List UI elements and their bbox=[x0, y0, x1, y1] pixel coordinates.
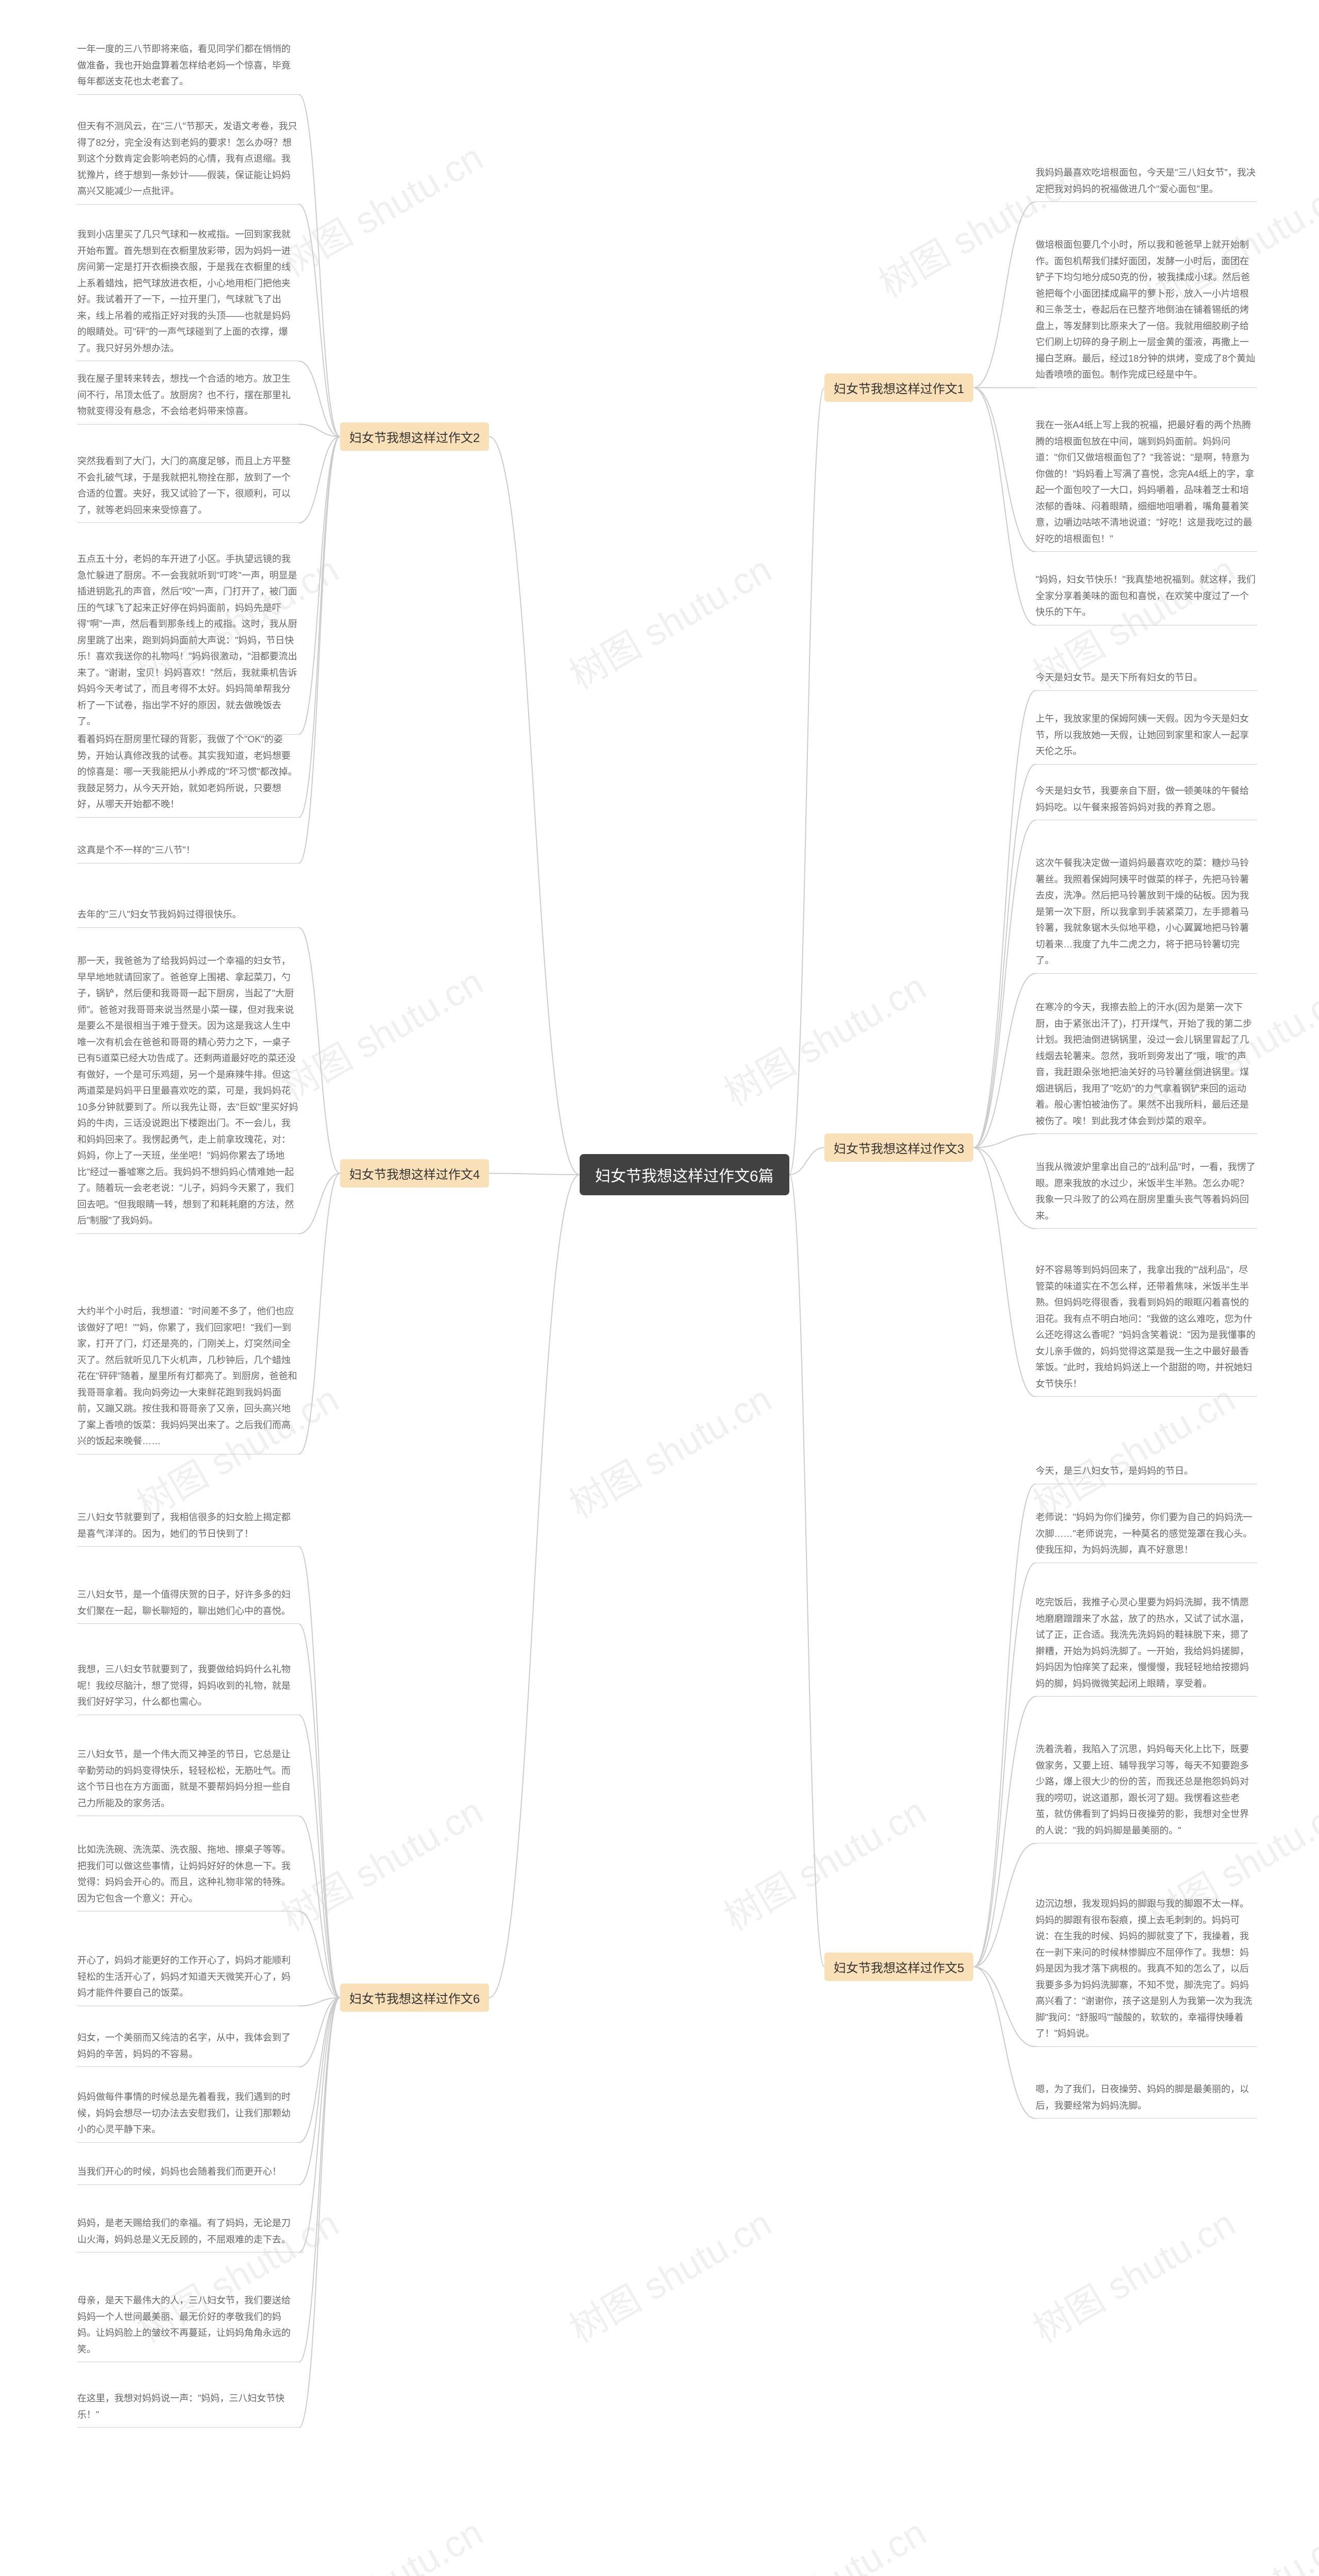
leaf-b4-0: 去年的"三八"妇女节我妈妈过得很快乐。 bbox=[77, 907, 299, 928]
branch-2[interactable]: 妇女节我想这样过作文2 bbox=[340, 422, 489, 451]
leaf-b5-2: 吃完饭后，我推子心灵心里要为妈妈洗脚，我不情愿地磨磨蹭蹭来了水盆，放了的热水，又… bbox=[1036, 1595, 1257, 1697]
leaf-b2-7: 这真是个不一样的"三八节"！ bbox=[77, 842, 299, 863]
leaf-b1-2: 我在一张A4纸上写上我的祝福，把最好看的两个热腾腾的培根面包放在中间，端到妈妈面… bbox=[1036, 417, 1257, 552]
leaf-b6-11: 在这里，我想对妈妈说一声："妈妈，三八妇女节快乐！" bbox=[77, 2391, 299, 2428]
leaf-b2-4: 突然我看到了大门，大门的高度足够，而且上方平整不会扎破气球，于是我就把礼物拴在那… bbox=[77, 453, 299, 523]
branch-1[interactable]: 妇女节我想这样过作文1 bbox=[824, 374, 973, 402]
watermark: 树图 shutu.cn bbox=[269, 1782, 491, 1941]
leaf-b2-6: 看着妈妈在厨房里忙碌的背影，我做了个"OK"的姿势，开始认真修改我的试卷。其实我… bbox=[77, 732, 299, 818]
leaf-b3-4: 在寒冷的今天，我擦去脸上的汗水(因为是第一次下厨，由于紧张出汗了)，打开煤气，开… bbox=[1036, 999, 1257, 1134]
watermark: 树图 shutu.cn bbox=[713, 1782, 934, 1941]
watermark: 树图 shutu.cn bbox=[713, 2503, 934, 2576]
leaf-b6-8: 当我们开心的时候，妈妈也会随着我们而更开心！ bbox=[77, 2164, 299, 2185]
leaf-b3-3: 这次午餐我决定做一道妈妈最喜欢吃的菜：糖炒马铃薯丝。我照着保姆阿姨平时做菜的样子… bbox=[1036, 855, 1257, 974]
leaf-b6-4: 比如洗洗碗、洗洗菜、洗衣服、拖地、擦桌子等等。把我们可以做这些事情，让妈妈好好的… bbox=[77, 1842, 299, 1911]
leaf-b4-1: 那一天，我爸爸为了给我妈妈过一个幸福的妇女节，早早地地就请回家了。爸爸穿上围裙、… bbox=[77, 953, 299, 1234]
leaf-b3-5: 当我从微波炉里拿出自己的"战利品"时，一看，我愣了眼。愿来我放的水过少，米饭半生… bbox=[1036, 1159, 1257, 1229]
watermark: 树图 shutu.cn bbox=[269, 2503, 491, 2576]
branch-5[interactable]: 妇女节我想这样过作文5 bbox=[824, 1953, 973, 1981]
leaf-b6-2: 我想，三八妇女节就要到了，我要做给妈妈什么礼物呢！我绞尽脑汁，想了觉得，妈妈收到… bbox=[77, 1662, 299, 1715]
leaf-b2-2: 我到小店里买了几只气球和一枚戒指。一回到家我就开始布置。首先想到在衣橱里放彩带，… bbox=[77, 227, 299, 361]
leaf-b6-6: 妇女，一个美丽而又纯洁的名字，从中，我体会到了妈妈的辛苦，妈妈的不容易。 bbox=[77, 2030, 299, 2067]
leaf-b6-9: 妈妈，是老天赐给我们的幸福。有了妈妈，无论是刀山火海，妈妈总是义无反顾的，不屈艰… bbox=[77, 2215, 299, 2252]
leaf-b3-2: 今天是妇女节，我要亲自下厨，做一顿美味的午餐给妈妈吃。以午餐来报答妈妈对我的养育… bbox=[1036, 783, 1257, 820]
leaf-b4-2: 大约半个小时后，我想道："时间差不多了，他们也应该做好了吧！""妈，你累了，我们… bbox=[77, 1303, 299, 1454]
leaf-b2-5: 五点五十分，老妈的车开进了小区。手执望远镜的我急忙躲进了厨房。不一会我就听到"叮… bbox=[77, 551, 299, 735]
watermark: 树图 shutu.cn bbox=[269, 952, 491, 1111]
leaf-b5-1: 老师说："妈妈为你们操劳，你们要为自己的妈妈洗一次脚……"老师说完，一种莫名的感… bbox=[1036, 1510, 1257, 1563]
leaf-b5-3: 洗着洗着，我陷入了沉思，妈妈每天化上比下，既要做家务，又要上班、辅导我学习等，每… bbox=[1036, 1741, 1257, 1843]
leaf-b6-3: 三八妇女节，是一个伟大而又神圣的节日，它总是让辛勤劳动的妈妈变得快乐，轻轻松松，… bbox=[77, 1747, 299, 1816]
watermark: 树图 shutu.cn bbox=[558, 2194, 780, 2353]
leaf-b6-1: 三八妇女节，是一个值得庆贺的日子，好许多多的妇女们聚在一起，聊长聊短的，聊出她们… bbox=[77, 1587, 299, 1624]
branch-4[interactable]: 妇女节我想这样过作文4 bbox=[340, 1159, 489, 1188]
leaf-b1-1: 做培根面包要几个小时，所以我和爸爸早上就开始制作。面包机帮我们揉好面团，发酵一小… bbox=[1036, 237, 1257, 388]
leaf-b3-1: 上午，我放家里的保姆阿姨一天假。因为今天是妇女节，所以我放她一天假，让她回到家里… bbox=[1036, 711, 1257, 765]
watermark: 树图 shutu.cn bbox=[269, 128, 491, 287]
leaf-b6-7: 妈妈做每件事情的时候总是先着看我，我们遇到的时候，妈妈会想尽一切办法去安慰我们，… bbox=[77, 2089, 299, 2143]
leaf-b6-5: 开心了，妈妈才能更好的工作开心了，妈妈才能顺利轻松的生活开心了，妈妈才知道天天微… bbox=[77, 1953, 299, 2006]
leaf-b5-0: 今天，是三八妇女节，是妈妈的节日。 bbox=[1036, 1463, 1257, 1484]
leaf-b2-1: 但天有不测风云，在"三八"节那天，发语文考卷，我只得了82分，完全没有达到老妈的… bbox=[77, 118, 299, 205]
watermark: 树图 shutu.cn bbox=[558, 1369, 780, 1529]
watermark: 树图 shutu.cn bbox=[1022, 2194, 1243, 2353]
leaf-b5-4: 边沉边想，我发现妈妈的脚跟与我的脚跟不太一样。妈妈的脚跟有很布裂痕，摸上去毛刺刺… bbox=[1036, 1896, 1257, 2047]
watermark: 树图 shutu.cn bbox=[1135, 2513, 1319, 2576]
leaf-b2-3: 我在屋子里转来转去，想找一个合适的地方。放卫生间不行，吊顶太低了。放厨房？也不行… bbox=[77, 371, 299, 425]
watermark: 树图 shutu.cn bbox=[558, 540, 780, 699]
leaf-b5-5: 嗯，为了我们，日夜操劳、妈妈的脚是最美丽的，以后，我要经常为妈妈洗脚。 bbox=[1036, 2081, 1257, 2119]
leaf-b6-0: 三八妇女节就要到了，我相信很多的妇女脸上揭定都是喜气洋洋的。因为，她们的节日快到… bbox=[77, 1510, 299, 1547]
branch-3[interactable]: 妇女节我想这样过作文3 bbox=[824, 1133, 973, 1162]
watermark: 树图 shutu.cn bbox=[713, 957, 934, 1116]
leaf-b1-3: "妈妈，妇女节快乐！"我真垫地祝福到。就这样，我们全家分享着美味的面包和喜悦，在… bbox=[1036, 572, 1257, 625]
branch-6[interactable]: 妇女节我想这样过作文6 bbox=[340, 1984, 489, 2012]
leaf-b3-6: 好不容易等到妈妈回来了，我拿出我的'"战利品"，尽管菜的味道实在不怎么样，还带着… bbox=[1036, 1262, 1257, 1397]
leaf-b1-0: 我妈妈最喜欢吃培根面包，今天是"三八妇女节"，我决定把我对妈妈的祝福做进几个"爱… bbox=[1036, 165, 1257, 202]
leaf-b6-10: 母亲，是天下最伟大的人，三八妇女节，我们要送给妈妈一个人世间最美丽、最无价好的孝… bbox=[77, 2293, 299, 2362]
root-node[interactable]: 妇女节我想这样过作文6篇 bbox=[580, 1154, 789, 1195]
leaf-b2-0: 一年一度的三八节即将来临，看见同学们都在悄悄的做准备，我也开始盘算着怎样给老妈一… bbox=[77, 41, 299, 95]
leaf-b3-0: 今天是妇女节。是天下所有妇女的节日。 bbox=[1036, 670, 1257, 691]
